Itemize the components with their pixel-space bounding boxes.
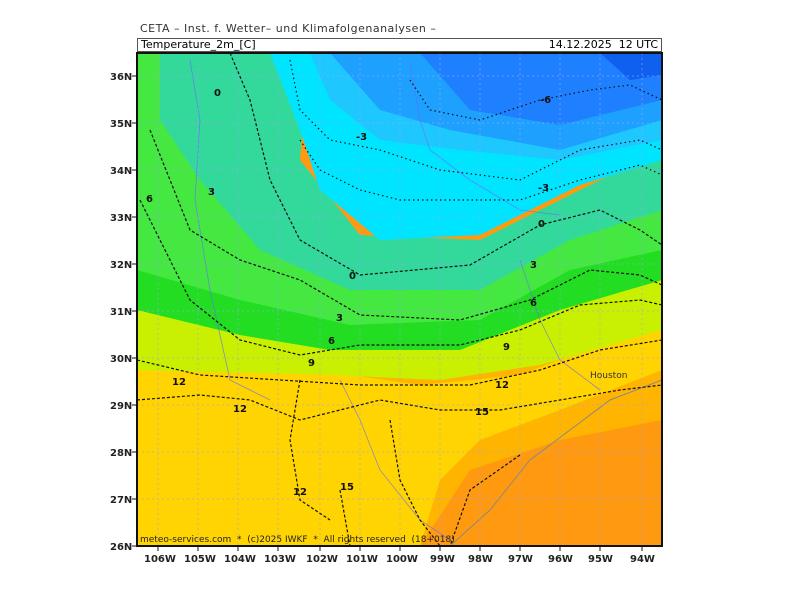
contour-label: 0 [538, 219, 545, 230]
contour-label: -3 [356, 132, 367, 143]
longitude-labels: 106W 105W 104W 103W 102W 101W 100W 99W 9… [144, 554, 655, 565]
isotherm-lines [137, 53, 662, 546]
contour-label: 15 [475, 407, 489, 418]
lon-label: 101W [346, 554, 378, 565]
latitude-labels: 36N 35N 34N 33N 32N 31N 30N 29N 28N 27N … [110, 72, 132, 553]
lat-label: 28N [110, 448, 132, 459]
lat-label: 31N [110, 307, 132, 318]
lon-label: 99W [430, 554, 455, 565]
lon-label: 94W [630, 554, 655, 565]
lon-label: 100W [386, 554, 418, 565]
lat-label: 33N [110, 213, 132, 224]
lon-label: 96W [548, 554, 573, 565]
info-bar: Temperature_2m_[C] 14.12.2025 12 UTC [137, 38, 662, 52]
lon-label: 98W [468, 554, 493, 565]
lon-label: 105W [184, 554, 216, 565]
city-label-houston: Houston [590, 371, 627, 381]
lat-label: 26N [110, 542, 132, 553]
valid-time: 14.12.2025 12 UTC [548, 38, 658, 51]
lon-label: 97W [508, 554, 533, 565]
map-title: CETA – Inst. f. Wetter– und Klimafolgena… [140, 22, 437, 35]
lat-label: 27N [110, 495, 132, 506]
copyright-credit: meteo-services.com * (c)2025 IWKF * All … [140, 535, 455, 545]
lon-label: 95W [588, 554, 613, 565]
contour-label: 3 [530, 260, 537, 271]
contour-label: 9 [503, 342, 510, 353]
contour-label: 9 [308, 358, 315, 369]
contour-label: 0 [214, 88, 221, 99]
contour-label: 6 [328, 336, 335, 347]
lat-label: 36N [110, 72, 132, 83]
lat-label: 29N [110, 401, 132, 412]
contour-label: 6 [146, 194, 153, 205]
contour-labels: 0 3 6 -3 -6 -3 0 3 6 0 3 6 9 12 12 9 12 … [146, 88, 551, 498]
temperature-field [137, 53, 662, 546]
lat-label: 34N [110, 166, 132, 177]
parameter-label: Temperature_2m_[C] [141, 38, 256, 51]
contour-label: 3 [336, 313, 343, 324]
contour-label: 12 [172, 377, 186, 388]
contour-label: 6 [530, 298, 537, 309]
lat-label: 32N [110, 260, 132, 271]
axis-ticks [132, 75, 643, 551]
lon-label: 102W [306, 554, 338, 565]
contour-label: 12 [233, 404, 247, 415]
contour-label: 12 [495, 380, 509, 391]
lon-label: 103W [264, 554, 296, 565]
contour-label: 0 [349, 271, 356, 282]
contour-label: -3 [538, 183, 549, 194]
lat-label: 30N [110, 354, 132, 365]
contour-label: 15 [340, 482, 354, 493]
contour-label: 12 [293, 487, 307, 498]
grid-lines [137, 53, 662, 546]
contour-label: 3 [208, 187, 215, 198]
contour-label: -6 [540, 95, 551, 106]
isotherm-lines-cold [289, 59, 662, 201]
lon-label: 104W [224, 554, 256, 565]
lat-label: 35N [110, 119, 132, 130]
lon-label: 106W [144, 554, 176, 565]
